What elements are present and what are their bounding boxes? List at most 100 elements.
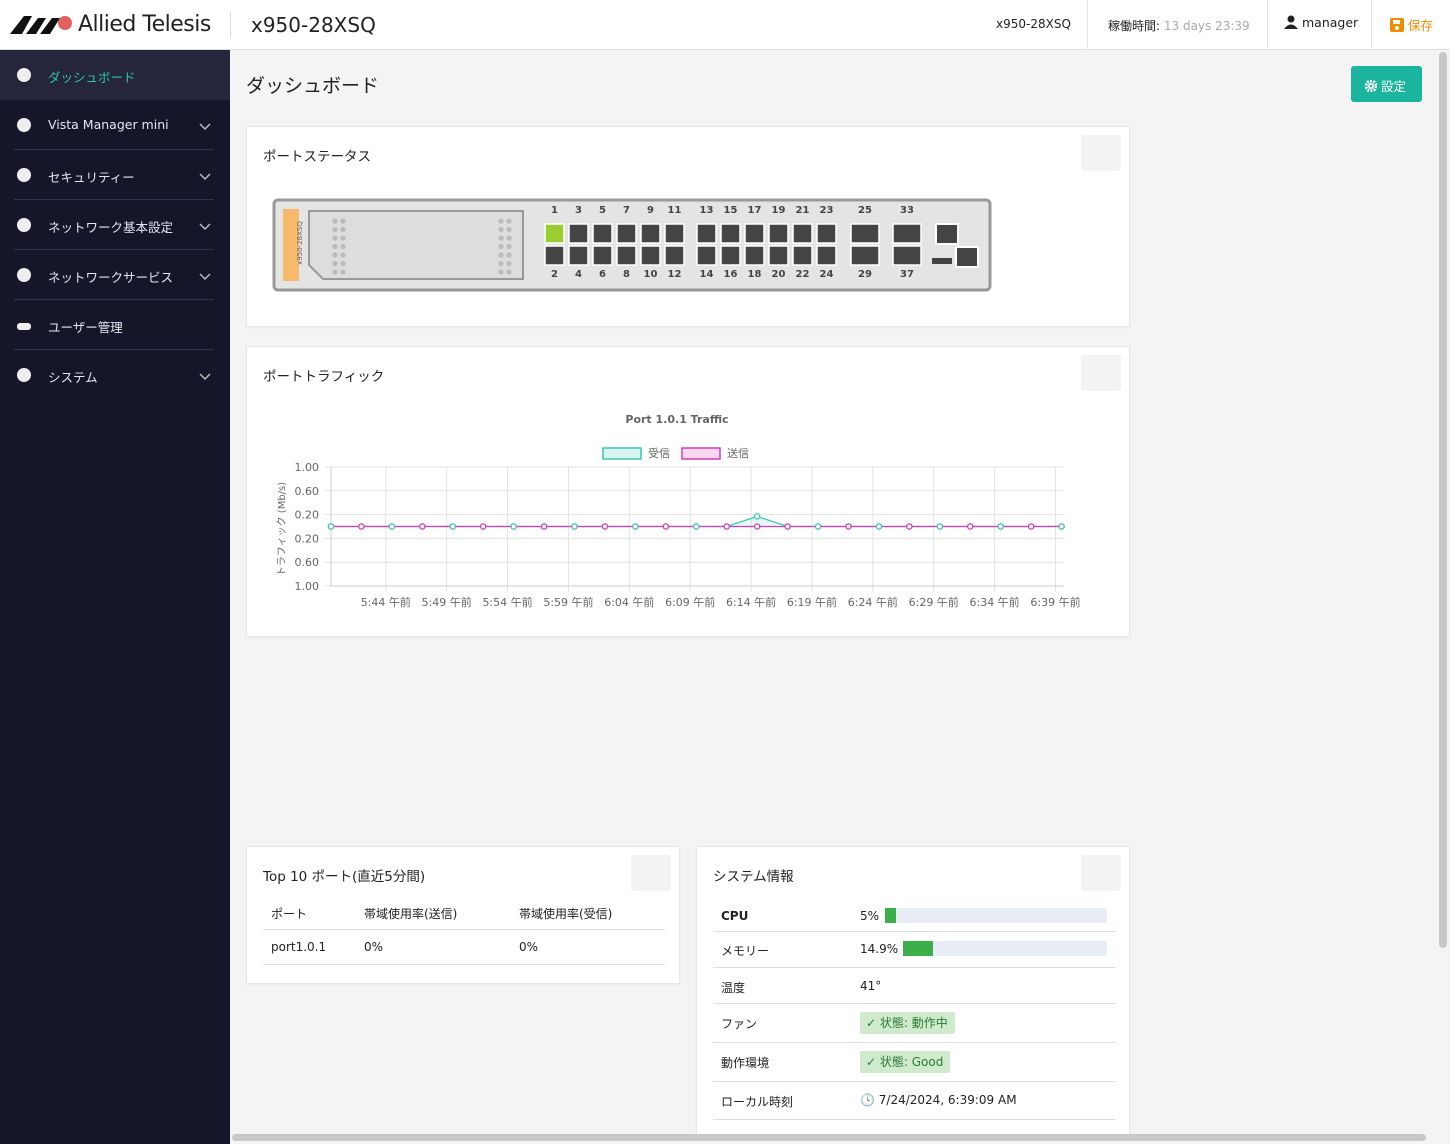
data-point xyxy=(1058,523,1065,530)
divider xyxy=(230,12,231,38)
y-tick-label: 0.20 xyxy=(295,509,320,522)
data-point xyxy=(632,523,639,530)
info-row: 温度 41° xyxy=(713,968,1115,1004)
data-point xyxy=(693,523,700,530)
chevron xyxy=(199,273,211,281)
vent xyxy=(498,252,504,258)
info-text: 状態: 動作中 xyxy=(879,1016,948,1030)
port xyxy=(592,245,613,266)
port-number: 16 xyxy=(724,269,738,280)
port xyxy=(768,245,789,266)
mgmt-port xyxy=(935,223,959,245)
panel-menu[interactable] xyxy=(1081,135,1121,171)
nav-separator xyxy=(14,349,214,350)
port-number: 12 xyxy=(668,269,682,280)
vent xyxy=(332,218,338,224)
vent xyxy=(340,243,346,250)
x-tick-label: 6:24 午前 xyxy=(848,595,898,609)
chevron xyxy=(199,373,211,381)
info-value: ✓ 状態: 動作中 xyxy=(860,1012,955,1034)
port xyxy=(616,245,637,266)
port xyxy=(892,245,922,266)
port-number: 2 xyxy=(551,269,558,280)
data-point xyxy=(510,523,517,530)
nav-item[interactable]: Vista Manager mini xyxy=(0,100,230,150)
vent xyxy=(332,252,338,258)
vent xyxy=(506,252,512,258)
sidebar: ダッシュボード Vista Manager mini セキュリティー ネットワーク基本… xyxy=(0,50,230,1144)
nav-item[interactable]: システム xyxy=(0,350,230,400)
nav-icon xyxy=(17,323,31,330)
panel-title: Top 10 ポート(直近5分間) xyxy=(263,869,426,885)
table-cell: 0% xyxy=(519,939,539,954)
info-text: 状態: Good xyxy=(879,1055,944,1069)
vent xyxy=(498,260,504,267)
port xyxy=(720,245,741,266)
x-tick-label: 5:44 午前 xyxy=(361,595,411,609)
bar xyxy=(885,908,897,923)
settings-label: 設定 xyxy=(1380,79,1406,94)
vent xyxy=(498,243,504,250)
port xyxy=(696,245,717,266)
device: x950-28XSQ xyxy=(996,17,1071,31)
nav-item[interactable]: ダッシュボード xyxy=(0,50,230,100)
vent xyxy=(332,269,338,275)
data-point xyxy=(936,523,944,530)
vent xyxy=(332,226,338,233)
nav-separator xyxy=(14,149,214,150)
port xyxy=(616,223,637,244)
data-point xyxy=(814,523,822,530)
panel-menu[interactable] xyxy=(1081,855,1121,891)
panel-menu[interactable] xyxy=(631,855,671,891)
save-icon xyxy=(1390,18,1404,32)
info-value-label: 5% xyxy=(860,909,880,923)
chevron-path xyxy=(199,273,211,281)
vent xyxy=(498,226,504,233)
port xyxy=(544,245,565,266)
user-menu[interactable]: manager xyxy=(1284,15,1358,30)
x-tick-label: 6:09 午前 xyxy=(665,595,715,609)
vent xyxy=(506,235,512,241)
port-number: 13 xyxy=(700,205,714,216)
icon-shape xyxy=(17,168,31,182)
info-label: ファン xyxy=(721,1017,758,1031)
nav-item[interactable]: セキュリティー xyxy=(0,150,230,200)
port xyxy=(744,223,765,244)
nav-item[interactable]: ネットワークサービス xyxy=(0,250,230,300)
x-tick-label: 6:39 午前 xyxy=(1030,595,1080,609)
scrollbar[interactable] xyxy=(232,1134,1426,1141)
legend-swatch xyxy=(602,447,642,460)
x-tick-label: 6:34 午前 xyxy=(969,595,1019,609)
vent xyxy=(498,269,504,275)
save-button[interactable]: 保存 xyxy=(1390,15,1433,34)
uptime-value: 13 days 23:39 xyxy=(1163,19,1250,33)
chevron xyxy=(199,223,211,231)
panel-menu[interactable] xyxy=(1081,355,1121,391)
settings-button[interactable]: 設定 xyxy=(1351,66,1422,102)
port xyxy=(792,245,813,266)
port-number: 37 xyxy=(900,269,914,280)
data-point xyxy=(419,523,426,530)
vent xyxy=(340,260,346,267)
scrollbar[interactable] xyxy=(1439,52,1447,948)
legend-label: 送信 xyxy=(727,446,749,460)
info-value: 41° xyxy=(860,979,881,993)
port xyxy=(664,245,685,266)
vent xyxy=(498,218,504,224)
nav-item[interactable]: ユーザー管理 xyxy=(0,300,230,350)
port-number: 19 xyxy=(772,205,786,216)
port xyxy=(792,223,813,244)
data-point xyxy=(479,523,487,530)
nav-item[interactable]: ネットワーク基本設定 xyxy=(0,200,230,250)
port-number: 5 xyxy=(599,205,606,216)
port-number: 23 xyxy=(820,205,834,216)
gear-icon xyxy=(1364,79,1378,93)
divider xyxy=(1087,0,1088,50)
data-point xyxy=(875,523,883,530)
info-value: 🕓 7/24/2024, 6:39:09 AM xyxy=(860,1093,1017,1107)
vent xyxy=(332,243,338,250)
data-point xyxy=(571,523,578,530)
chart-title: Port 1.0.1 Traffic xyxy=(625,413,728,426)
vent xyxy=(506,218,512,224)
